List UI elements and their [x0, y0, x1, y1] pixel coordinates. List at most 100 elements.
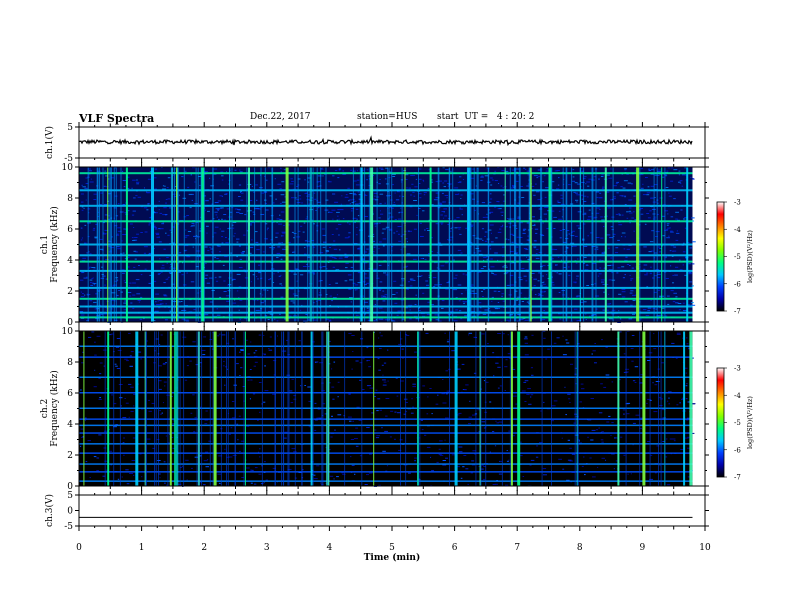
- s1-speckle: [478, 313, 481, 315]
- s1-speckle: [527, 174, 530, 176]
- s2-speckle: [521, 390, 526, 392]
- s2-speckle: [382, 450, 386, 452]
- s1-speckle: [303, 222, 306, 224]
- s2-speckle: [499, 460, 501, 462]
- s1-speckle: [261, 192, 265, 194]
- s1-speckle: [624, 169, 627, 171]
- s2-speckle: [252, 393, 256, 395]
- s1-speckle: [679, 182, 682, 184]
- s1-speckle: [473, 293, 478, 294]
- s2-speckle: [160, 413, 162, 415]
- s1-speckle: [328, 284, 331, 285]
- s1-speckle: [576, 183, 581, 185]
- s2-speckle: [193, 431, 196, 433]
- s1-speckle: [415, 178, 418, 180]
- s1-speckle: [645, 315, 650, 317]
- s1-speckle: [642, 309, 647, 311]
- s2-speckle: [564, 386, 566, 388]
- s2-speckle: [625, 371, 629, 373]
- s1-speckle: [301, 202, 303, 204]
- s2-speckle: [632, 380, 636, 382]
- s1-speckle: [646, 192, 651, 194]
- s2-speckle: [250, 469, 253, 471]
- s1-speckle: [86, 252, 88, 254]
- s2-speckle: [151, 402, 155, 404]
- s1-speckle: [378, 183, 381, 185]
- s1-speckle: [244, 214, 247, 216]
- s2-speckle: [282, 350, 287, 352]
- s1-speckle: [490, 248, 492, 250]
- s2-speckle: [94, 354, 97, 356]
- s2-speckle: [202, 354, 206, 356]
- s1-speckle: [601, 174, 604, 176]
- s1-speckle: [489, 193, 492, 195]
- s1-speckle: [398, 240, 402, 242]
- s2-speckle: [374, 396, 376, 397]
- s1-speckle: [96, 257, 100, 259]
- s1-speckle: [501, 215, 504, 216]
- s1-speckle: [434, 314, 439, 316]
- xaxis-tick-label: 9: [640, 543, 646, 553]
- s1-speckle: [406, 253, 411, 255]
- s1-speckle: [665, 278, 669, 279]
- s1-speckle: [221, 236, 224, 238]
- s1-speckle: [629, 265, 631, 266]
- s1-speckle: [538, 272, 541, 274]
- s2-speckle: [406, 335, 410, 336]
- s2-speckle: [331, 368, 333, 370]
- s1-speckle: [256, 249, 260, 251]
- s1-speckle: [172, 242, 176, 244]
- s1-speckle: [81, 237, 84, 239]
- s1-speckle: [349, 279, 353, 281]
- s1-speckle: [580, 186, 582, 188]
- s1-speckle: [169, 310, 171, 312]
- s1-speckle: [226, 171, 228, 173]
- s1-speckle: [632, 300, 636, 301]
- s2-speckle: [80, 428, 84, 430]
- s2-speckle: [375, 437, 380, 439]
- s2-ytick-label: 4: [67, 420, 73, 430]
- s1-speckle: [501, 170, 506, 172]
- s2-speckle: [436, 461, 439, 463]
- s1-speckle: [85, 199, 87, 201]
- s1-speckle: [394, 302, 398, 304]
- s2-speckle: [676, 332, 681, 334]
- s1-speckle: [384, 294, 388, 296]
- s1-speckle: [205, 200, 209, 202]
- s1-speckle: [544, 291, 546, 292]
- s2-speckle: [181, 465, 183, 467]
- s2-faint-streak: [287, 331, 289, 486]
- s1-speckle: [379, 281, 383, 283]
- s2-speckle: [665, 438, 668, 440]
- s1-speckle: [110, 177, 115, 179]
- s2-speckle: [622, 409, 626, 411]
- s1-speckle: [531, 289, 533, 291]
- s2-speckle: [355, 427, 358, 429]
- s2-speckle: [465, 384, 469, 386]
- s2-broadband-event: [454, 331, 458, 486]
- s1-speckle: [679, 259, 681, 261]
- s1-speckle: [356, 227, 358, 228]
- s1-speckle: [136, 293, 141, 295]
- s2-speckle: [445, 417, 449, 419]
- s1-speckle: [378, 264, 382, 266]
- s2-speckle: [383, 381, 387, 383]
- s1-speckle: [533, 223, 536, 225]
- s1-speckle: [479, 307, 482, 309]
- s1-speckle: [650, 299, 652, 301]
- s2-speckle: [250, 482, 253, 484]
- s1-faint-streak: [452, 167, 454, 322]
- s2-speckle: [88, 336, 92, 338]
- s1-speckle: [447, 183, 450, 184]
- s1-speckle: [526, 239, 530, 241]
- s1-speckle: [344, 237, 349, 239]
- s2-faint-streak: [327, 331, 329, 486]
- s1-speckle: [233, 235, 235, 237]
- s2-speckle: [421, 429, 424, 431]
- s1-speckle: [558, 273, 562, 275]
- s1-speckle: [276, 218, 280, 220]
- s1-speckle: [576, 225, 580, 227]
- s1-speckle: [313, 223, 315, 225]
- s2-speckle: [203, 336, 207, 338]
- s1-speckle: [530, 228, 533, 230]
